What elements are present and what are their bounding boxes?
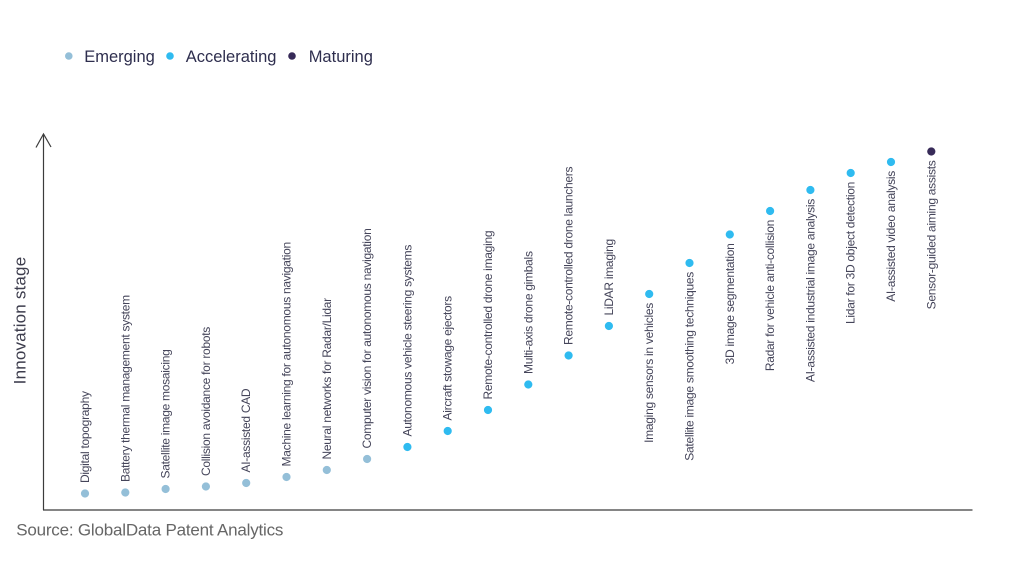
svg-text:Imaging sensors in vehicles: Imaging sensors in vehicles xyxy=(642,303,656,443)
svg-text:Computer vision for autonomous: Computer vision for autonomous navigatio… xyxy=(360,229,374,449)
svg-text:Satellite image smoothing tech: Satellite image smoothing techniques xyxy=(683,272,697,461)
svg-text:Digital topography: Digital topography xyxy=(78,391,92,483)
svg-text:Battery thermal management sys: Battery thermal management system xyxy=(118,295,132,482)
svg-text:AI-assisted video analysis: AI-assisted video analysis xyxy=(884,171,898,302)
svg-text:Sensor-guided aiming assists: Sensor-guided aiming assists xyxy=(924,160,938,309)
svg-text:Machine learning for autonomou: Machine learning for autonomous navigati… xyxy=(280,242,294,466)
svg-text:Maturing: Maturing xyxy=(309,48,373,66)
svg-text:Autonomous vehicle steering sy: Autonomous vehicle steering systems xyxy=(400,245,414,437)
svg-text:Radar for vehicle anti-collisi: Radar for vehicle anti-collision xyxy=(763,220,777,371)
svg-text:Satellite image mosaicing: Satellite image mosaicing xyxy=(159,349,173,478)
svg-text:Lidar for 3D object detection: Lidar for 3D object detection xyxy=(844,182,858,324)
svg-text:Remote-controlled drone imagin: Remote-controlled drone imaging xyxy=(481,231,495,400)
svg-text:3D image segmentation: 3D image segmentation xyxy=(723,244,737,365)
svg-text:Collision avoidance for robots: Collision avoidance for robots xyxy=(199,327,213,476)
svg-text:Remote-controlled drone launch: Remote-controlled drone launchers xyxy=(562,167,576,345)
svg-text:LiDAR imaging: LiDAR imaging xyxy=(602,239,616,315)
svg-text:Source: GlobalData Patent Anal: Source: GlobalData Patent Analytics xyxy=(16,521,283,540)
svg-text:Neural networks for Radar/Lida: Neural networks for Radar/Lidar xyxy=(320,298,334,460)
svg-text:AI-assisted industrial image a: AI-assisted industrial image analysis xyxy=(803,199,817,382)
svg-text:AI-assisted CAD: AI-assisted CAD xyxy=(239,388,253,472)
svg-text:Aircraft stowage ejectors: Aircraft stowage ejectors xyxy=(441,296,455,421)
svg-text:Multi-axis drone gimbals: Multi-axis drone gimbals xyxy=(521,251,535,374)
svg-text:Emerging: Emerging xyxy=(84,48,155,66)
svg-text:Accelerating: Accelerating xyxy=(186,48,277,66)
svg-text:Innovation stage: Innovation stage xyxy=(10,257,29,385)
